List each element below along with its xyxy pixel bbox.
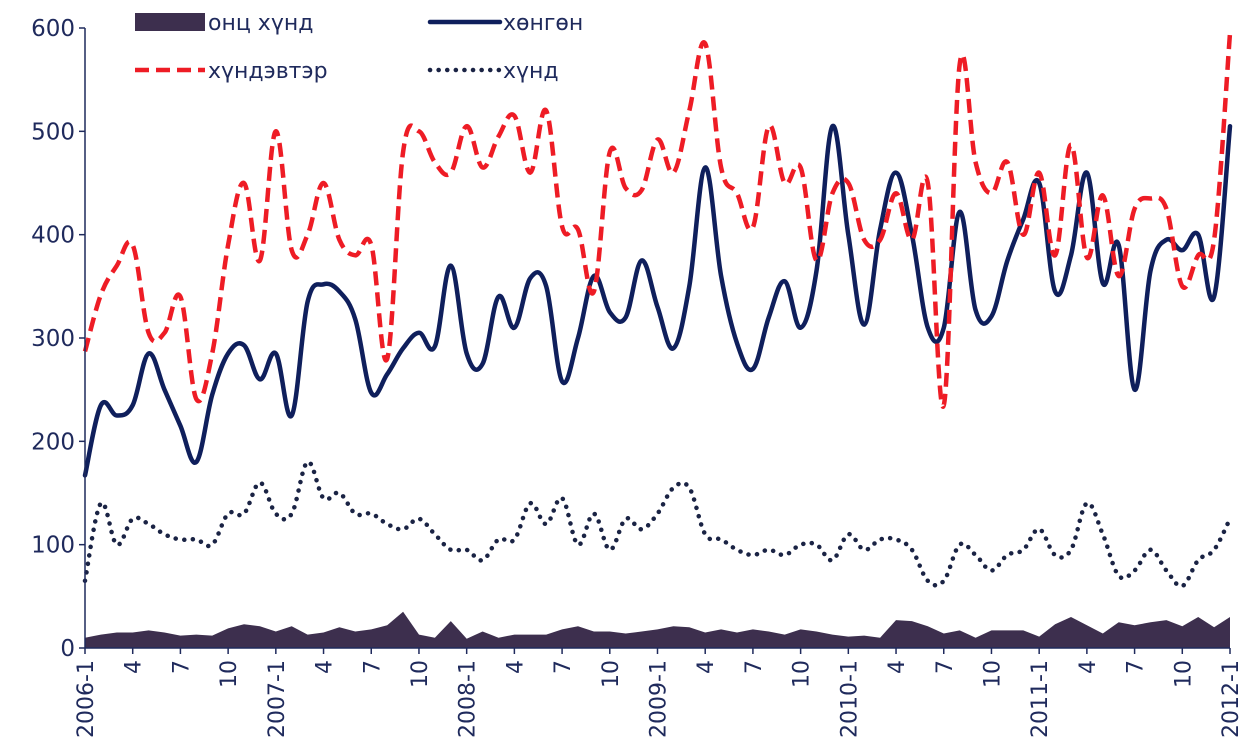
series-line-2 xyxy=(82,33,1233,409)
x-tick-label: 7 xyxy=(551,660,576,674)
y-tick-label: 300 xyxy=(31,326,75,352)
y-tick-label: 0 xyxy=(60,636,75,662)
x-tick-label: 2007-1 xyxy=(265,660,290,738)
legend-swatch-0 xyxy=(135,13,205,31)
y-tick-label: 100 xyxy=(31,533,75,559)
legend-label-3: хүнд xyxy=(503,59,559,84)
x-tick-label: 10 xyxy=(1171,660,1196,688)
y-tick-label: 600 xyxy=(31,16,75,42)
x-tick-label: 7 xyxy=(1124,660,1149,674)
legend-label-0: онц хүнд xyxy=(208,11,313,36)
y-tick-label: 500 xyxy=(31,119,75,145)
x-tick-label: 10 xyxy=(408,660,433,688)
series-line-1 xyxy=(82,123,1233,478)
x-tick-label: 4 xyxy=(503,660,528,674)
x-tick-label: 10 xyxy=(790,660,815,688)
legend-label-2: хүндэвтэр xyxy=(208,59,328,84)
x-tick-label: 10 xyxy=(217,660,242,688)
x-tick-label: 10 xyxy=(599,660,624,688)
x-tick-label: 7 xyxy=(360,660,385,674)
y-tick-label: 400 xyxy=(31,223,75,249)
x-tick-label: 2008-1 xyxy=(456,660,481,738)
x-tick-label: 4 xyxy=(694,660,719,674)
x-tick-label: 7 xyxy=(169,660,194,674)
x-tick-label: 2006-1 xyxy=(74,660,99,738)
x-tick-label: 2010-1 xyxy=(837,660,862,738)
x-tick-label: 10 xyxy=(981,660,1006,688)
legend-label-1: хөнгөн xyxy=(503,11,583,36)
x-tick-label: 2012-1 xyxy=(1219,660,1241,738)
x-tick-label: 2009-1 xyxy=(647,660,672,738)
x-tick-label: 4 xyxy=(313,660,338,674)
x-tick-label: 7 xyxy=(933,660,958,674)
x-tick-label: 2011-1 xyxy=(1028,660,1053,738)
y-tick-label: 200 xyxy=(31,429,75,455)
series-area-0 xyxy=(85,611,1230,648)
x-tick-label: 4 xyxy=(1076,660,1101,674)
x-tick-label: 7 xyxy=(742,660,767,674)
x-tick-label: 4 xyxy=(885,660,910,674)
series-line-3 xyxy=(82,459,1233,589)
x-tick-label: 4 xyxy=(122,660,147,674)
